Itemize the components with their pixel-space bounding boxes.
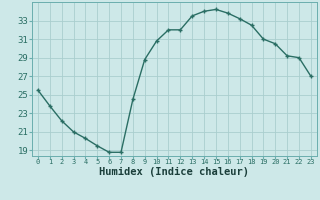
X-axis label: Humidex (Indice chaleur): Humidex (Indice chaleur) [100, 167, 249, 177]
